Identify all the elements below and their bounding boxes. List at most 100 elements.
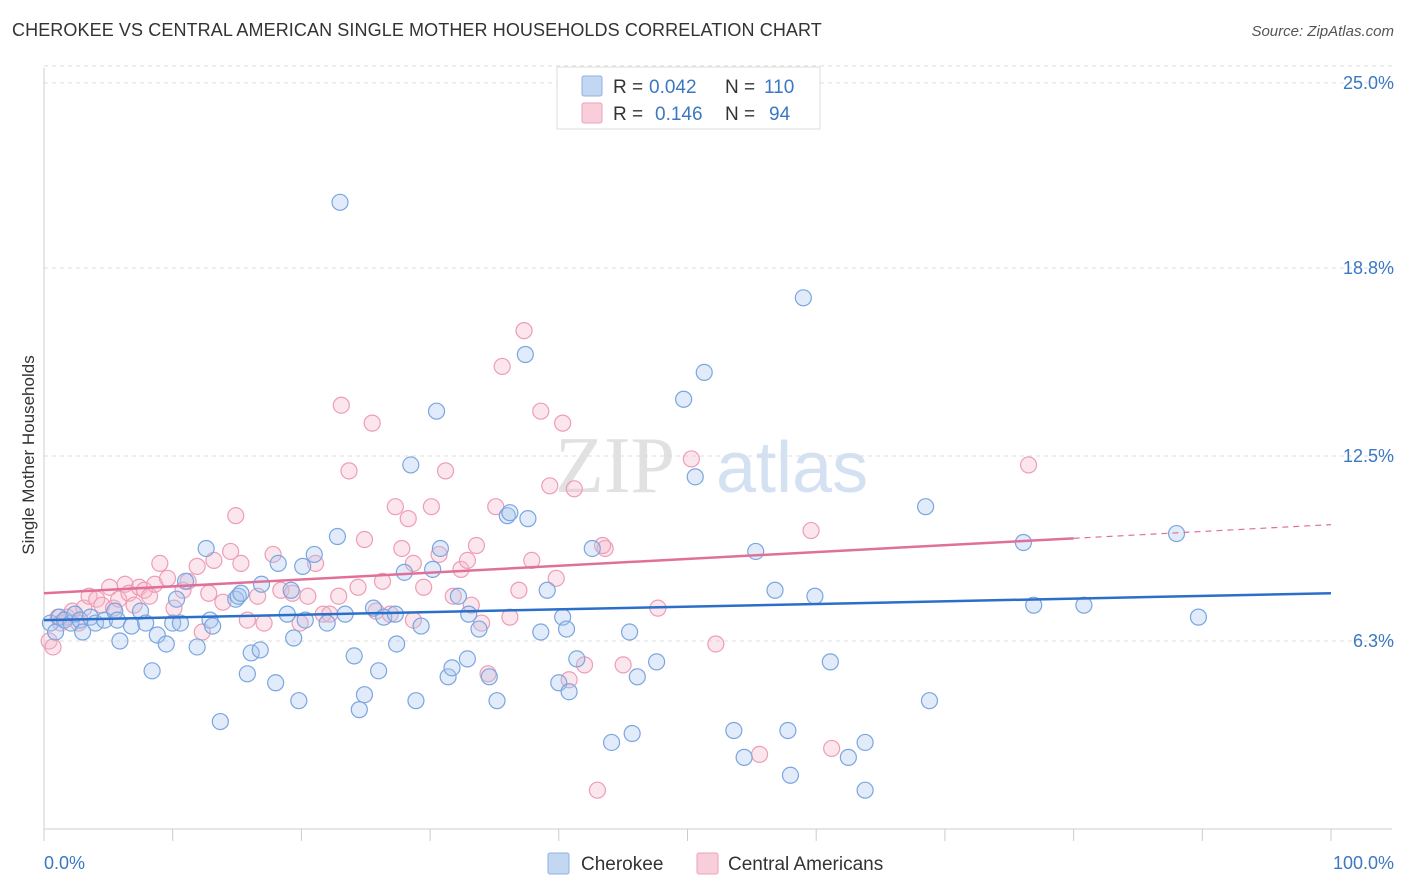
cherokee-point bbox=[725, 721, 743, 740]
cherokee-point bbox=[203, 617, 222, 635]
central-americans-point bbox=[547, 569, 565, 587]
central-americans-point bbox=[436, 462, 455, 480]
grid-lines bbox=[44, 65, 1392, 642]
central-americans-point bbox=[393, 539, 411, 558]
cherokee-point bbox=[648, 653, 666, 671]
cherokee-point bbox=[781, 766, 800, 784]
cherokee-point bbox=[355, 686, 374, 704]
central-americans-point bbox=[823, 739, 841, 758]
trend-lines bbox=[43, 524, 1332, 622]
central-americans-point bbox=[227, 507, 245, 525]
cherokee-point bbox=[388, 635, 406, 653]
central-americans-point bbox=[593, 536, 612, 555]
cherokee-point bbox=[695, 363, 713, 381]
central-americans-point bbox=[802, 521, 820, 540]
central-americans-point bbox=[306, 554, 325, 572]
cherokee-point bbox=[282, 581, 300, 599]
cherokee-point bbox=[538, 581, 556, 599]
cherokee-point bbox=[501, 504, 519, 522]
central-americans-point bbox=[255, 614, 273, 632]
central-americans-point bbox=[467, 536, 486, 555]
legend-n-label-2: N = bbox=[725, 104, 755, 125]
series-central-americans bbox=[40, 322, 1038, 799]
central-americans-point bbox=[355, 530, 374, 549]
cherokee-point bbox=[557, 620, 576, 638]
central-americans-point bbox=[264, 545, 282, 564]
central-americans-point bbox=[200, 584, 218, 602]
cherokee-point bbox=[916, 498, 935, 516]
legend-swatch-central bbox=[581, 102, 603, 124]
central-americans-point bbox=[44, 638, 62, 656]
cherokee-point bbox=[1025, 596, 1043, 614]
central-americans-point bbox=[363, 414, 381, 432]
cherokee-point bbox=[623, 724, 641, 743]
central-americans-point bbox=[415, 578, 433, 596]
central-americans-point bbox=[188, 557, 206, 575]
central-americans-point bbox=[1019, 456, 1038, 474]
central-americans-point bbox=[232, 554, 250, 572]
cherokee-point bbox=[232, 584, 250, 602]
cherokee-point bbox=[779, 721, 797, 740]
watermark: ZIP atlas bbox=[555, 422, 868, 510]
legend-n-label-1: N = bbox=[725, 77, 755, 98]
cherokee-point bbox=[407, 692, 425, 710]
cherokee-point bbox=[519, 510, 537, 528]
cherokee-point bbox=[460, 605, 478, 623]
cherokee-point bbox=[197, 539, 215, 558]
legend-r-value-1: 0.042 bbox=[649, 77, 697, 98]
legend-r-label-2: R = bbox=[613, 104, 643, 125]
cherokee-point bbox=[238, 665, 256, 683]
legend-swatch-cherokee bbox=[581, 75, 603, 97]
cherokee-point bbox=[350, 701, 368, 719]
cherokee-point bbox=[583, 539, 601, 558]
y-tick-label: 12.5% bbox=[1343, 446, 1394, 466]
cherokee-point bbox=[458, 650, 477, 668]
central-americans-point bbox=[596, 539, 614, 558]
cherokee-point bbox=[443, 659, 461, 677]
cherokee-point bbox=[488, 692, 506, 710]
cherokee-point bbox=[188, 638, 206, 656]
cherokee-point bbox=[412, 617, 430, 635]
cherokee-point bbox=[427, 402, 446, 420]
central-americans-point bbox=[532, 402, 550, 420]
cherokee-point bbox=[171, 614, 190, 632]
cherokee-point bbox=[424, 560, 442, 578]
cherokee-point bbox=[794, 289, 812, 307]
cherokee-point bbox=[532, 623, 550, 641]
cherokee-point bbox=[296, 611, 314, 629]
cherokee-point bbox=[839, 748, 857, 766]
central-americans-point bbox=[330, 587, 348, 605]
y-tick-label: 6.3% bbox=[1353, 631, 1394, 651]
cherokee-point bbox=[395, 563, 413, 581]
legend-bottom-swatch-central bbox=[696, 852, 719, 875]
cherokee-point bbox=[229, 587, 247, 605]
central-americans-point bbox=[493, 357, 511, 376]
legend-top: R = 0.042 N = 110 R = 0.146 N = 94 bbox=[556, 66, 821, 130]
central-americans-point bbox=[214, 593, 232, 611]
y-tick-label: 18.8% bbox=[1343, 258, 1394, 278]
central-americans-point bbox=[158, 569, 177, 587]
cherokee-point bbox=[267, 674, 285, 692]
cherokee-point bbox=[747, 542, 765, 561]
central-americans-point bbox=[515, 322, 533, 340]
cherokee-point bbox=[318, 614, 336, 632]
central-americans-point bbox=[750, 745, 769, 763]
central-americans-point bbox=[193, 623, 211, 641]
central-americans-point bbox=[554, 414, 572, 432]
cherokee-point bbox=[305, 545, 323, 564]
cherokee-point bbox=[370, 662, 388, 680]
cherokee-point bbox=[252, 575, 271, 593]
cherokee-point bbox=[568, 650, 586, 668]
legend-bottom-label-central: Central Americans bbox=[728, 854, 883, 875]
central-americans-point bbox=[340, 462, 358, 480]
cherokee-point bbox=[431, 539, 449, 558]
central-americans-point bbox=[588, 781, 607, 799]
cherokee-point bbox=[821, 653, 839, 671]
central-americans-point bbox=[205, 551, 223, 570]
cherokee-trend-line bbox=[43, 591, 1332, 622]
cherokee-point bbox=[148, 626, 166, 644]
cherokee-point bbox=[806, 587, 824, 605]
cherokee-point bbox=[294, 557, 312, 575]
cherokee-point bbox=[480, 668, 498, 686]
